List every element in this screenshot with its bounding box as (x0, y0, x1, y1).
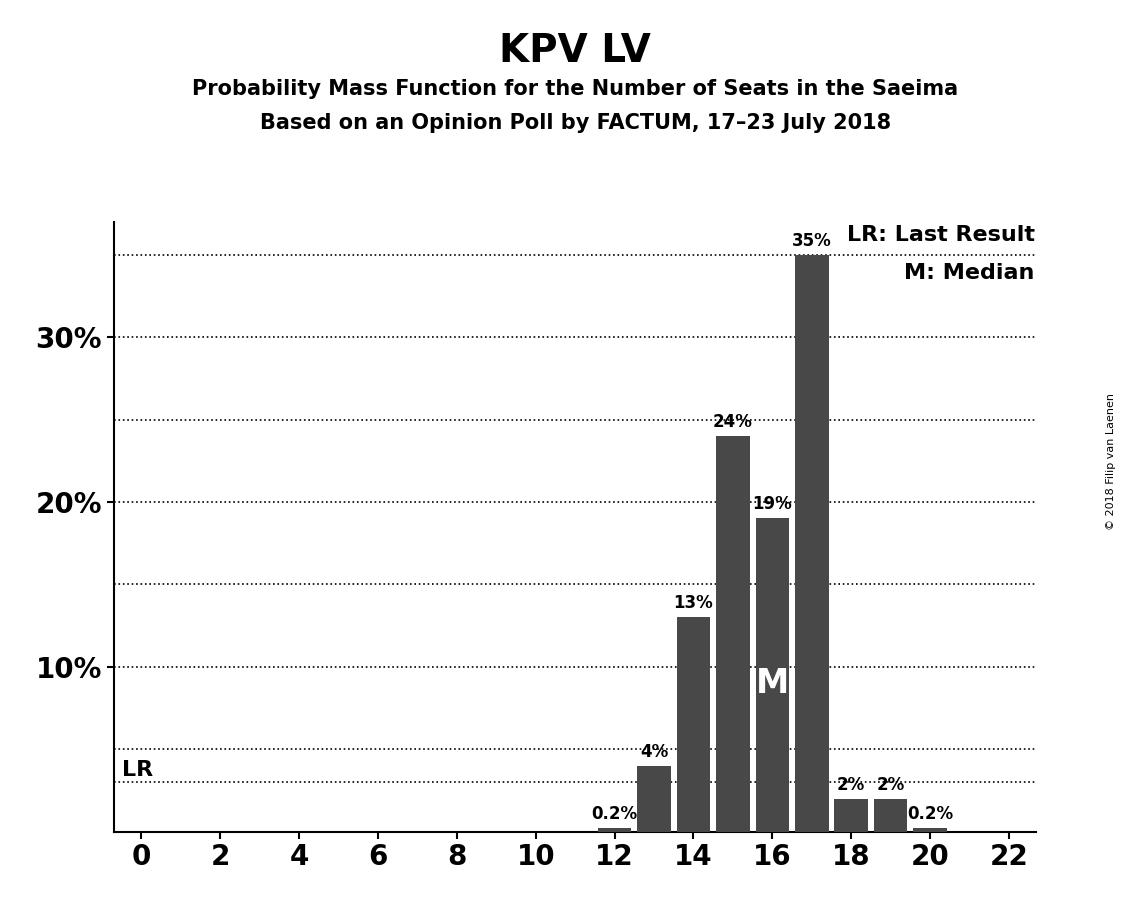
Text: 2%: 2% (877, 775, 904, 794)
Text: M: Median: M: Median (904, 263, 1034, 283)
Text: 2%: 2% (837, 775, 866, 794)
Bar (913, 828, 947, 832)
Bar (638, 766, 671, 832)
Bar (677, 617, 711, 832)
Text: 0.2%: 0.2% (907, 806, 953, 823)
Text: M: M (755, 667, 789, 699)
Text: © 2018 Filip van Laenen: © 2018 Filip van Laenen (1106, 394, 1115, 530)
Bar (598, 828, 631, 832)
Text: Probability Mass Function for the Number of Seats in the Saeima: Probability Mass Function for the Number… (192, 79, 958, 99)
Text: 35%: 35% (792, 232, 831, 249)
Text: 24%: 24% (713, 413, 753, 432)
Text: Based on an Opinion Poll by FACTUM, 17–23 July 2018: Based on an Opinion Poll by FACTUM, 17–2… (260, 113, 891, 133)
Bar (755, 518, 789, 832)
Text: LR: Last Result: LR: Last Result (846, 225, 1034, 245)
Bar (795, 255, 828, 832)
Text: 0.2%: 0.2% (591, 806, 638, 823)
Text: 13%: 13% (673, 594, 713, 613)
Text: 4%: 4% (640, 743, 669, 760)
Bar (716, 436, 749, 832)
Text: 19%: 19% (753, 495, 793, 514)
Bar (835, 798, 868, 832)
Text: LR: LR (122, 760, 153, 780)
Bar (874, 798, 908, 832)
Text: KPV LV: KPV LV (499, 32, 652, 70)
